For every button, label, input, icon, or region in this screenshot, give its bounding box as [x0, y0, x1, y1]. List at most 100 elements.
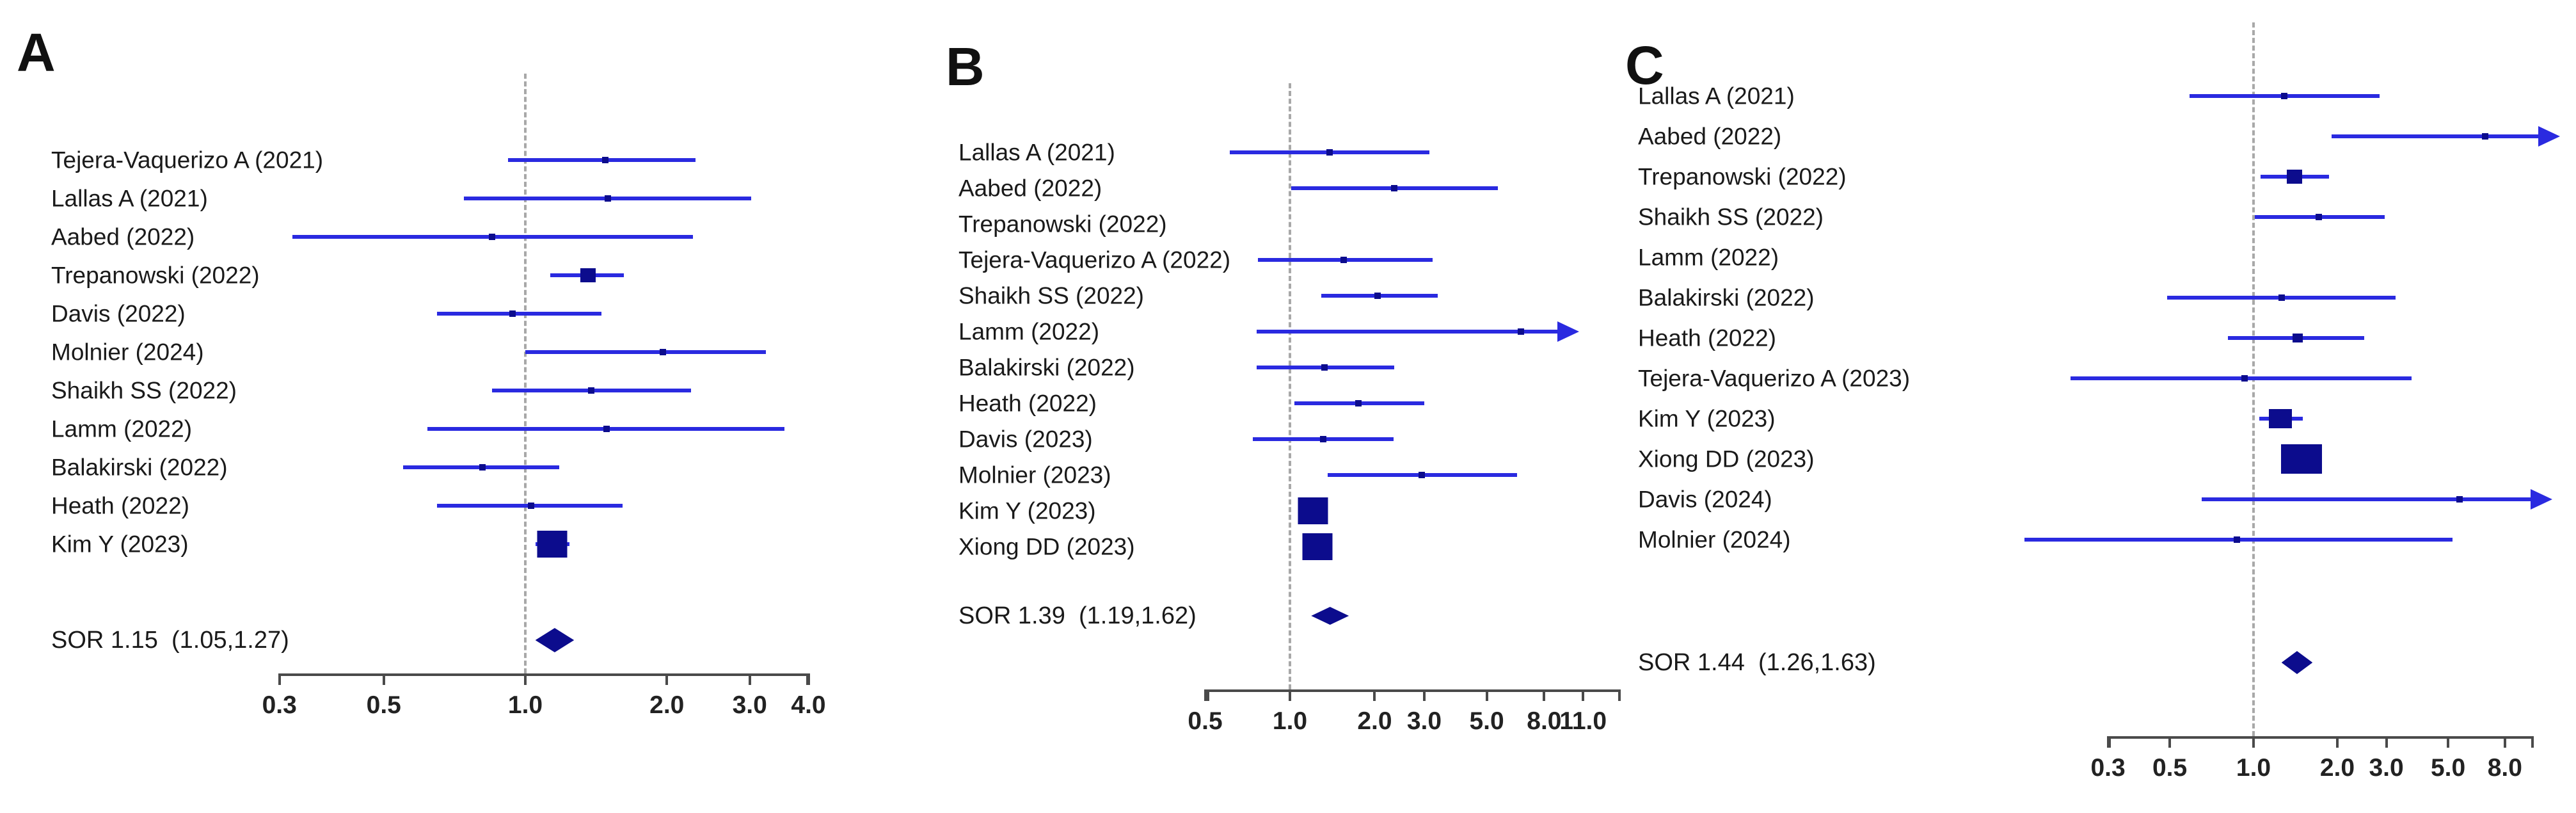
- x-axis-tick-label: 0.5: [2152, 754, 2188, 782]
- study-label: Trepanowski (2022): [51, 262, 260, 289]
- x-axis-tick: [2168, 736, 2172, 748]
- study-label: Molnier (2023): [958, 462, 1111, 488]
- x-axis-tick: [382, 673, 385, 685]
- x-axis-tick: [2106, 736, 2110, 748]
- weight-square-marker: [1302, 533, 1333, 560]
- study-label: Lallas A (2021): [51, 185, 208, 212]
- point-marker: [587, 387, 594, 394]
- x-axis-tick-label: 0.5: [1188, 707, 1223, 735]
- x-axis-tick: [807, 673, 810, 685]
- x-axis-tick-label: 5.0: [1469, 707, 1504, 735]
- point-marker: [1319, 436, 1326, 442]
- study-label: Shaikh SS (2022): [1638, 204, 1824, 230]
- study-label: Balakirski (2022): [51, 454, 228, 481]
- study-label: Davis (2023): [958, 426, 1093, 453]
- point-marker: [489, 234, 496, 240]
- x-axis-tick: [748, 673, 751, 685]
- x-axis-tick-label: 11.0: [1559, 707, 1607, 735]
- study-label: Kim Y (2023): [51, 531, 189, 558]
- point-marker: [1391, 185, 1398, 191]
- study-label: Tejera-Vaquerizo A (2023): [1638, 365, 1911, 392]
- x-axis-tick-label: 2.0: [2319, 754, 2355, 782]
- point-marker: [1326, 149, 1333, 156]
- arrow-right-icon: [2531, 489, 2553, 510]
- x-axis-tick: [1289, 689, 1291, 701]
- point-marker: [2233, 536, 2240, 543]
- point-marker: [1374, 293, 1381, 299]
- study-label: Heath (2022): [51, 492, 189, 519]
- ci-line: [2332, 134, 2540, 138]
- weight-square-marker: [2269, 409, 2293, 428]
- study-label: Aabed (2022): [958, 175, 1102, 202]
- study-label: Aabed (2022): [1638, 123, 1782, 150]
- x-axis-tick: [1373, 689, 1376, 701]
- x-axis-tick-label: 4.0: [791, 691, 826, 719]
- point-marker: [2278, 294, 2285, 301]
- point-marker: [1355, 400, 1362, 406]
- x-axis-tick: [2385, 736, 2388, 748]
- point-marker: [2456, 496, 2463, 503]
- study-label: Kim Y (2023): [958, 497, 1096, 524]
- ci-line: [508, 158, 696, 162]
- summary-label: SOR 1.15 (1.05,1.27): [51, 627, 289, 654]
- study-label: Lamm (2022): [51, 415, 193, 442]
- ci-line: [437, 312, 601, 316]
- summary-diamond: [1311, 607, 1349, 625]
- x-axis-tick-label: 2.0: [649, 691, 685, 719]
- study-label: Heath (2022): [958, 390, 1097, 417]
- x-axis-tick-label: 2.0: [1357, 707, 1392, 735]
- study-label: Shaikh SS (2022): [958, 282, 1145, 309]
- study-label: Heath (2022): [1638, 325, 1776, 351]
- point-marker: [603, 426, 610, 432]
- weight-square-marker: [2281, 444, 2323, 474]
- x-axis-line: [278, 673, 809, 676]
- x-axis-tick-label: 8.0: [1527, 707, 1562, 735]
- x-axis-tick: [1543, 689, 1546, 701]
- study-label: Balakirski (2022): [1638, 284, 1815, 311]
- x-axis-endcap: [1207, 689, 1209, 701]
- study-label: Davis (2022): [51, 300, 186, 327]
- x-axis-tick: [2447, 736, 2450, 748]
- summary-label: SOR 1.39 (1.19,1.62): [958, 602, 1197, 629]
- reference-line-B: [1289, 83, 1291, 689]
- study-label: Molnier (2024): [1638, 526, 1791, 553]
- x-axis-tick-label: 3.0: [2369, 754, 2404, 782]
- x-axis-line: [1207, 689, 1621, 692]
- x-axis-tick-label: 0.3: [2090, 754, 2126, 782]
- weight-square-marker: [2286, 170, 2302, 184]
- weight-square-marker: [1298, 497, 1328, 524]
- x-axis-endcap: [2108, 736, 2111, 748]
- x-axis-endcap: [1618, 689, 1621, 701]
- x-axis-tick: [1485, 689, 1488, 701]
- reference-line-A: [524, 74, 527, 673]
- point-marker: [602, 157, 609, 163]
- study-label: Xiong DD (2023): [958, 533, 1135, 560]
- summary-label: SOR 1.44 (1.26,1.63): [1638, 649, 1876, 676]
- point-marker: [605, 195, 612, 202]
- ci-line: [1256, 330, 1559, 334]
- point-marker: [2241, 375, 2248, 382]
- ci-line: [525, 350, 767, 354]
- point-marker: [528, 503, 535, 509]
- point-marker: [1517, 328, 1524, 335]
- x-axis-tick-label: 3.0: [732, 691, 767, 719]
- x-axis-tick-label: 1.0: [2236, 754, 2271, 782]
- point-marker: [1321, 364, 1328, 371]
- x-axis-tick: [524, 673, 527, 685]
- weight-square-marker: [2292, 334, 2303, 342]
- study-label: Aabed (2022): [51, 223, 195, 250]
- point-marker: [2281, 93, 2288, 99]
- x-axis-tick: [2503, 736, 2506, 748]
- x-axis-tick-label: 0.3: [262, 691, 297, 719]
- point-marker: [2482, 133, 2489, 140]
- study-label: Trepanowski (2022): [1638, 163, 1847, 190]
- arrow-right-icon: [1557, 321, 1579, 342]
- study-label: Shaikh SS (2022): [51, 377, 237, 404]
- point-marker: [1419, 472, 1426, 478]
- study-label: Lallas A (2021): [958, 139, 1115, 166]
- x-axis-endcap: [2531, 736, 2534, 748]
- x-axis-tick: [665, 673, 669, 685]
- panel-letter-b: B: [946, 36, 985, 97]
- study-label: Balakirski (2022): [958, 354, 1135, 381]
